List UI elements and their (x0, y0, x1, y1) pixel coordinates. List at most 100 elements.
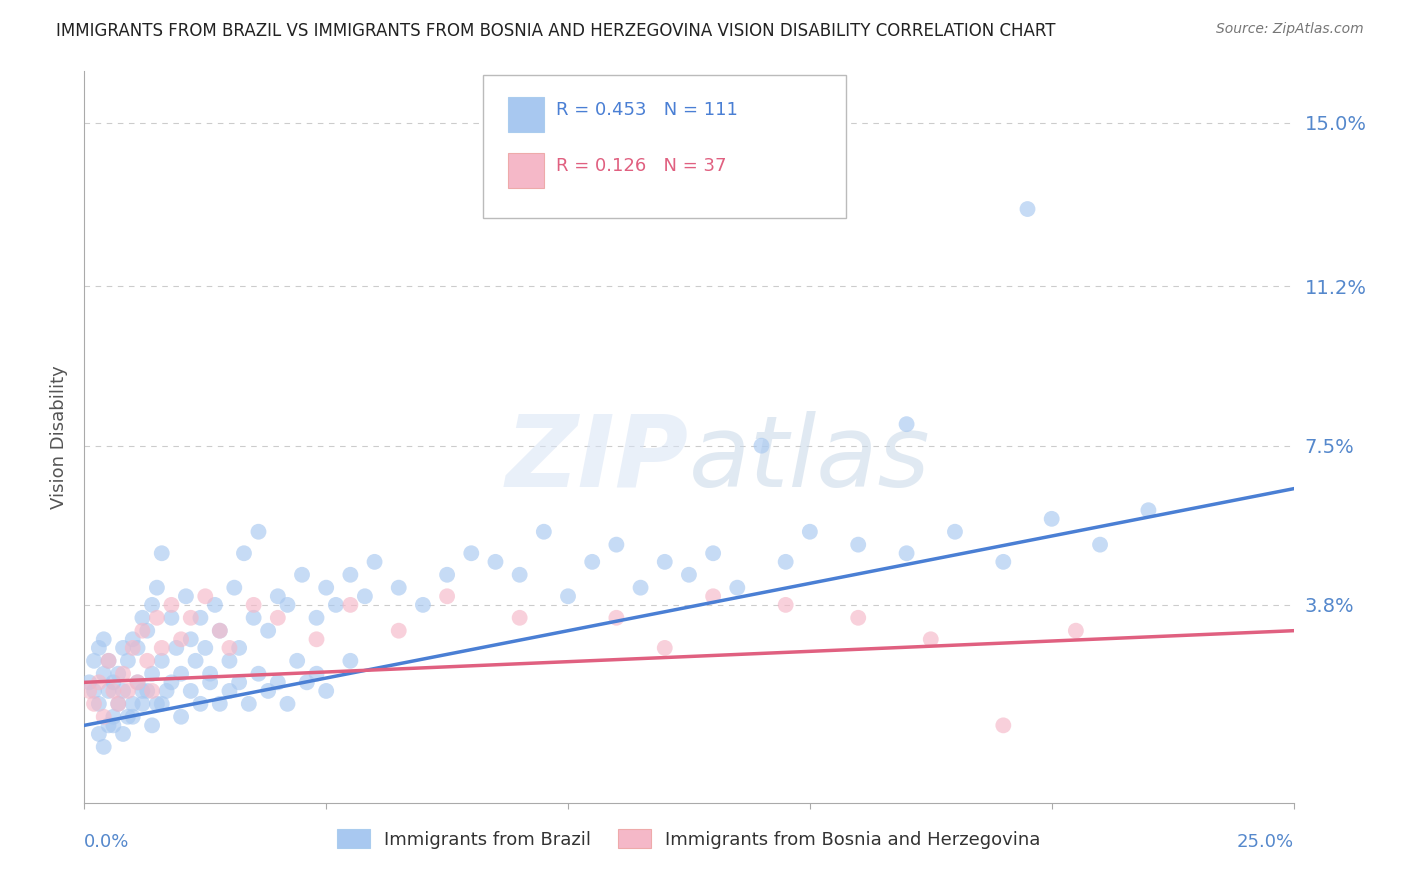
Point (509, 611, 531, 625)
Point (121, 632, 143, 647)
Point (204, 598, 226, 612)
Point (97, 684, 120, 698)
Point (83, 654, 105, 668)
Point (131, 624, 153, 638)
Point (127, 675, 149, 690)
Point (412, 598, 434, 612)
Point (654, 555, 676, 569)
Point (339, 598, 361, 612)
Text: R = 0.453   N = 111: R = 0.453 N = 111 (555, 101, 738, 120)
Point (112, 684, 135, 698)
Point (93, 710, 115, 724)
Point (247, 666, 270, 681)
Point (581, 555, 603, 569)
Point (630, 581, 652, 595)
Point (93, 632, 115, 647)
Point (751, 439, 773, 453)
Point (93, 739, 115, 754)
Point (107, 697, 129, 711)
Point (276, 598, 298, 612)
Point (170, 710, 193, 724)
Point (257, 624, 280, 638)
Point (107, 697, 129, 711)
Point (150, 654, 173, 668)
Point (775, 598, 797, 612)
Text: IMMIGRANTS FROM BRAZIL VS IMMIGRANTS FROM BOSNIA AND HERZEGOVINA VISION DISABILI: IMMIGRANTS FROM BRAZIL VS IMMIGRANTS FRO… (56, 22, 1056, 40)
Point (388, 624, 411, 638)
Point (87, 697, 110, 711)
Point (943, 524, 966, 539)
Point (136, 624, 159, 638)
Point (131, 697, 153, 711)
Point (150, 546, 173, 560)
Point (174, 589, 197, 603)
Point (194, 640, 217, 655)
Point (136, 654, 159, 668)
FancyBboxPatch shape (508, 153, 544, 188)
Point (363, 555, 385, 569)
Point (233, 546, 256, 560)
Point (190, 697, 212, 711)
Point (112, 727, 135, 741)
Point (846, 538, 869, 552)
Point (131, 611, 153, 625)
Point (509, 567, 531, 582)
Point (276, 697, 298, 711)
FancyBboxPatch shape (508, 97, 544, 132)
Point (285, 654, 308, 668)
Point (107, 666, 129, 681)
Point (305, 666, 328, 681)
Point (208, 697, 231, 711)
Point (83, 697, 105, 711)
Point (112, 666, 135, 681)
Point (325, 598, 347, 612)
Point (896, 417, 918, 432)
Point (141, 718, 163, 732)
Point (799, 524, 821, 539)
Point (103, 718, 125, 732)
Point (117, 710, 139, 724)
Point (180, 684, 202, 698)
Point (146, 697, 169, 711)
Point (103, 684, 125, 698)
Point (121, 640, 143, 655)
Point (87, 640, 110, 655)
Point (267, 611, 290, 625)
Point (184, 654, 207, 668)
Point (315, 684, 337, 698)
Point (131, 684, 153, 698)
Point (702, 589, 724, 603)
Point (993, 555, 1015, 569)
Point (155, 684, 177, 698)
FancyBboxPatch shape (484, 75, 846, 218)
Point (291, 567, 314, 582)
Point (388, 581, 411, 595)
Point (1088, 538, 1111, 552)
Point (228, 675, 250, 690)
Point (121, 710, 143, 724)
Point (170, 666, 193, 681)
Point (218, 640, 240, 655)
Point (1017, 202, 1039, 216)
Point (198, 666, 221, 681)
Point (160, 598, 183, 612)
Point (436, 567, 458, 582)
Point (190, 611, 212, 625)
Point (180, 632, 202, 647)
Point (218, 654, 240, 668)
Point (267, 589, 290, 603)
Point (605, 538, 627, 552)
Point (127, 675, 149, 690)
Point (354, 589, 377, 603)
Point (160, 675, 183, 690)
Point (533, 524, 555, 539)
Text: 25.0%: 25.0% (1236, 833, 1294, 851)
Point (112, 640, 135, 655)
Point (896, 546, 918, 560)
Point (160, 611, 183, 625)
Point (208, 624, 231, 638)
Point (77, 684, 100, 698)
Point (97, 718, 120, 732)
Text: 0.0%: 0.0% (84, 833, 129, 851)
Text: R = 0.126   N = 37: R = 0.126 N = 37 (555, 158, 727, 176)
